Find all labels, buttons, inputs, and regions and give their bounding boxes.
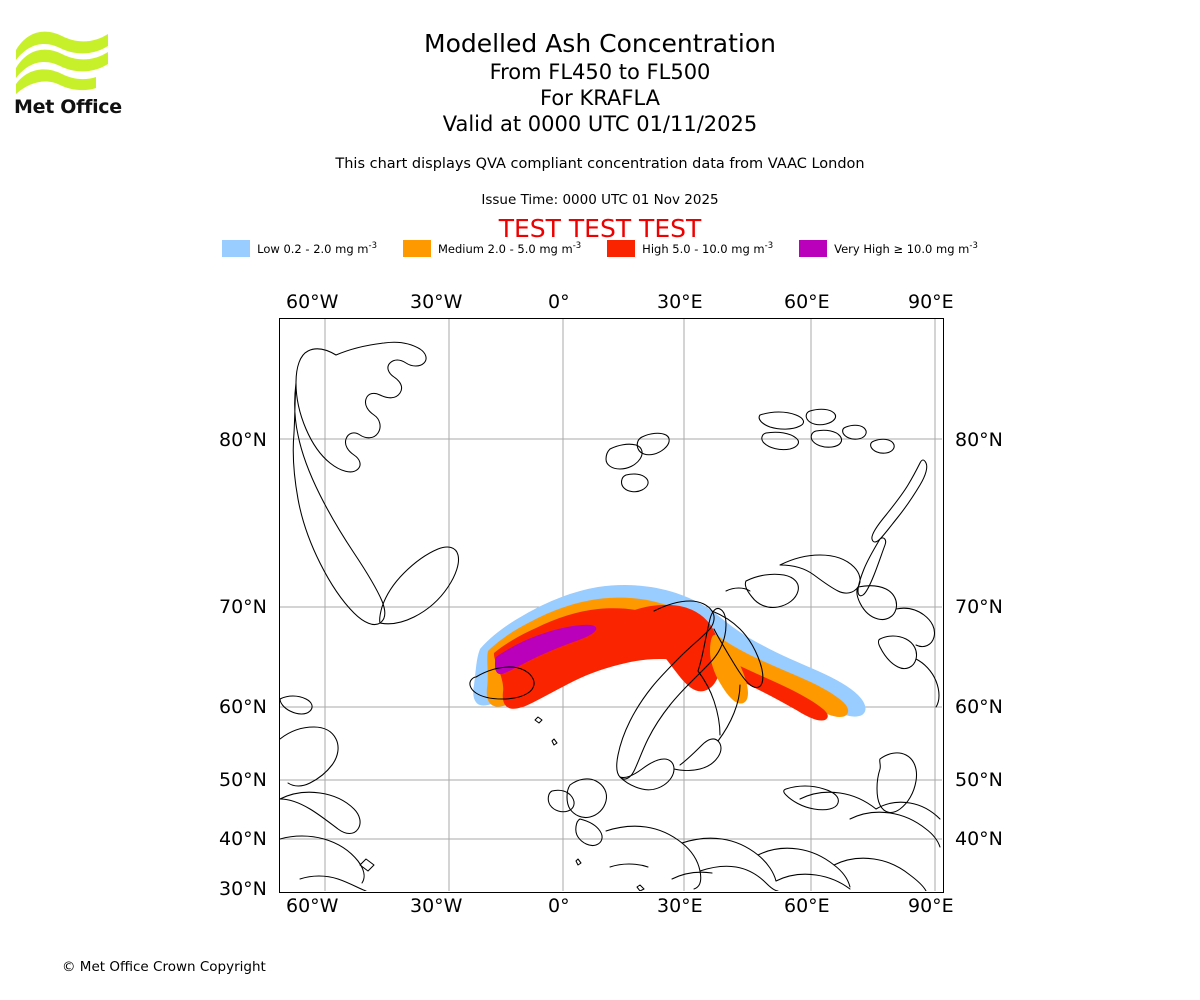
legend-swatch-very-high [799,240,828,257]
lat-label-right-80N: 80°N [955,429,1003,451]
title-volcano: For KRAFLA [540,86,660,110]
copyright-footer: © Met Office Crown Copyright [62,959,266,975]
lat-label-left-80N: 80°N [219,429,267,451]
legend-swatch-high [607,240,636,257]
lon-label-bottom-60W: 60°W [286,895,339,917]
lon-label-top-90E: 90°E [908,291,954,313]
lat-label-left-70N: 70°N [219,596,267,618]
issue-time: Issue Time: 0000 UTC 01 Nov 2025 [481,192,719,208]
lon-label-top-30W: 30°W [410,291,463,313]
page-title: Modelled Ash Concentration [424,29,776,58]
ash-lobe-scandinavia-orange [710,634,748,704]
ash-contour-very-high-iceland [495,624,597,675]
lon-label-top-0: 0° [548,291,570,313]
legend-label-low: Low 0.2 - 2.0 mg m-3 [257,241,377,256]
lat-label-left-60N: 60°N [219,696,267,718]
lon-label-top-60E: 60°E [784,291,830,313]
lat-label-right-70N: 70°N [955,596,1003,618]
lon-label-bottom-90E: 90°E [908,895,954,917]
qva-note: This chart displays QVA compliant concen… [335,156,865,172]
lon-label-bottom-60E: 60°E [784,895,830,917]
legend-label-high: High 5.0 - 10.0 mg m-3 [642,241,774,256]
ash-plume [473,585,866,721]
title-flight-levels: From FL450 to FL500 [489,60,711,84]
concentration-legend: Low 0.2 - 2.0 mg m-3 Medium 2.0 - 5.0 mg… [0,240,1200,257]
lat-label-right-40N: 40°N [955,828,1003,850]
met-office-logo: Met Office [14,24,124,118]
lat-label-right-60N: 60°N [955,696,1003,718]
lat-label-left-30N: 30°N [219,878,267,900]
legend-item-low: Low 0.2 - 2.0 mg m-3 [222,240,377,257]
lat-label-left-50N: 50°N [219,769,267,791]
legend-item-very-high: Very High ≥ 10.0 mg m-3 [799,240,978,257]
lat-label-right-50N: 50°N [955,769,1003,791]
lon-label-bottom-0: 0° [548,895,570,917]
legend-label-very-high: Very High ≥ 10.0 mg m-3 [834,241,978,256]
legend-label-medium: Medium 2.0 - 5.0 mg m-3 [437,241,582,256]
legend-swatch-low [222,240,251,257]
met-office-logo-text: Met Office [14,96,122,118]
chart-title-block: Modelled Ash Concentration From FL450 to… [0,28,1200,137]
map-canvas [280,319,942,891]
legend-item-medium: Medium 2.0 - 5.0 mg m-3 [402,240,582,257]
lon-label-top-30E: 30°E [657,291,703,313]
lon-label-top-60W: 60°W [286,291,339,313]
map-coastlines [280,341,941,891]
lat-label-left-40N: 40°N [219,828,267,850]
legend-swatch-medium [402,240,431,257]
lon-label-bottom-30E: 30°E [657,895,703,917]
legend-item-high: High 5.0 - 10.0 mg m-3 [607,240,773,257]
lon-label-bottom-30W: 30°W [410,895,463,917]
ash-lobe-scandinavia [625,604,721,692]
title-valid-time: Valid at 0000 UTC 01/11/2025 [442,112,758,136]
ash-concentration-map[interactable] [279,318,944,893]
test-banner: TEST TEST TEST [498,214,702,243]
met-office-wave-icon [16,31,108,94]
